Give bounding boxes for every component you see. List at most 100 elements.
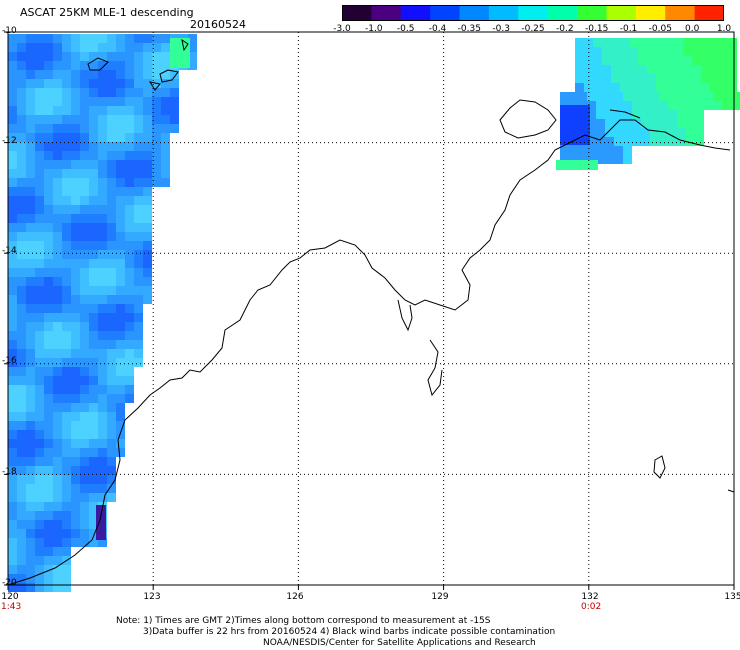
wind-cell: [188, 34, 197, 43]
wind-cell: [575, 47, 584, 56]
wind-cell: [143, 250, 152, 259]
wind-cell: [134, 331, 143, 340]
wind-cell: [710, 74, 719, 83]
wind-cell: [98, 457, 107, 466]
wind-cell: [26, 52, 35, 61]
wind-cell: [89, 385, 98, 394]
wind-cell: [569, 146, 578, 155]
wind-cell: [107, 223, 116, 232]
wind-cell: [683, 38, 692, 47]
wind-cell: [620, 56, 629, 65]
colorbar-segment: [606, 5, 637, 21]
wind-cell: [71, 133, 80, 142]
wind-cell: [44, 430, 53, 439]
wind-cell: [143, 34, 152, 43]
wind-cell: [107, 133, 116, 142]
wind-cell: [593, 47, 602, 56]
wind-cell: [143, 88, 152, 97]
wind-cell: [116, 349, 125, 358]
wind-cell: [116, 340, 125, 349]
wind-cell: [71, 439, 80, 448]
wind-cell: [53, 520, 62, 529]
wind-cell: [71, 529, 80, 538]
wind-cell: [71, 52, 80, 61]
wind-cell: [17, 52, 26, 61]
wind-cell: [647, 47, 656, 56]
wind-cell: [53, 421, 62, 430]
wind-cell: [170, 124, 179, 133]
wind-cell: [134, 106, 143, 115]
wind-cell: [53, 313, 62, 322]
wind-cell: [26, 322, 35, 331]
wind-cell: [80, 295, 89, 304]
wind-cell: [620, 38, 629, 47]
wind-cell: [107, 475, 116, 484]
wind-cell: [35, 124, 44, 133]
wind-cell: [116, 124, 125, 133]
wind-cell: [647, 38, 656, 47]
wind-cell: [8, 61, 17, 70]
wind-cell: [98, 70, 107, 79]
wind-cell: [116, 331, 125, 340]
wind-cell: [143, 160, 152, 169]
wind-cell: [632, 110, 641, 119]
wind-cell: [17, 151, 26, 160]
wind-cell: [35, 241, 44, 250]
wind-cell: [629, 38, 638, 47]
wind-cell: [26, 250, 35, 259]
wind-cell: [44, 457, 53, 466]
wind-cell: [134, 232, 143, 241]
wind-cell: [674, 74, 683, 83]
wind-cell: [62, 331, 71, 340]
colorbar-label: 1.0: [716, 24, 732, 34]
wind-cell: [26, 34, 35, 43]
wind-cell: [98, 88, 107, 97]
wind-cell: [125, 313, 134, 322]
wind-cell: [98, 124, 107, 133]
colorbar-segment: [371, 5, 402, 21]
wind-cell: [623, 128, 632, 137]
wind-cell: [659, 119, 668, 128]
wind-cell: [134, 322, 143, 331]
wind-cell: [143, 223, 152, 232]
wind-cell: [53, 79, 62, 88]
wind-cell: [107, 295, 116, 304]
wind-cell: [116, 133, 125, 142]
wind-cell: [35, 403, 44, 412]
wind-cell: [602, 38, 611, 47]
lat-label-10: -10: [2, 26, 17, 36]
wind-cell: [125, 358, 134, 367]
wind-cell: [719, 74, 728, 83]
wind-cell: [134, 133, 143, 142]
wind-cell: [62, 34, 71, 43]
wind-cell: [116, 286, 125, 295]
wind-cell: [650, 101, 659, 110]
wind-cell: [125, 232, 134, 241]
colorbar-label: -0.4: [428, 24, 447, 34]
wind-cell: [107, 457, 116, 466]
wind-cell: [605, 101, 614, 110]
wind-cell: [80, 286, 89, 295]
wind-cell: [53, 349, 62, 358]
wind-cell: [53, 412, 62, 421]
wind-cell: [8, 511, 17, 520]
wind-cell: [161, 160, 170, 169]
wind-cell: [89, 457, 98, 466]
wind-cell: [44, 196, 53, 205]
wind-cell: [98, 223, 107, 232]
wind-cell: [17, 178, 26, 187]
wind-cell: [143, 196, 152, 205]
wind-cell: [170, 106, 179, 115]
wind-cell: [107, 232, 116, 241]
wind-cell: [596, 137, 605, 146]
wind-cell: [125, 286, 134, 295]
colorbar-segment: [635, 5, 666, 21]
wind-cell: [44, 160, 53, 169]
wind-cell: [143, 124, 152, 133]
wind-cell: [26, 340, 35, 349]
wind-cell: [134, 313, 143, 322]
wind-cell: [605, 119, 614, 128]
wind-cell: [143, 277, 152, 286]
wind-cell: [161, 142, 170, 151]
wind-cell: [143, 70, 152, 79]
